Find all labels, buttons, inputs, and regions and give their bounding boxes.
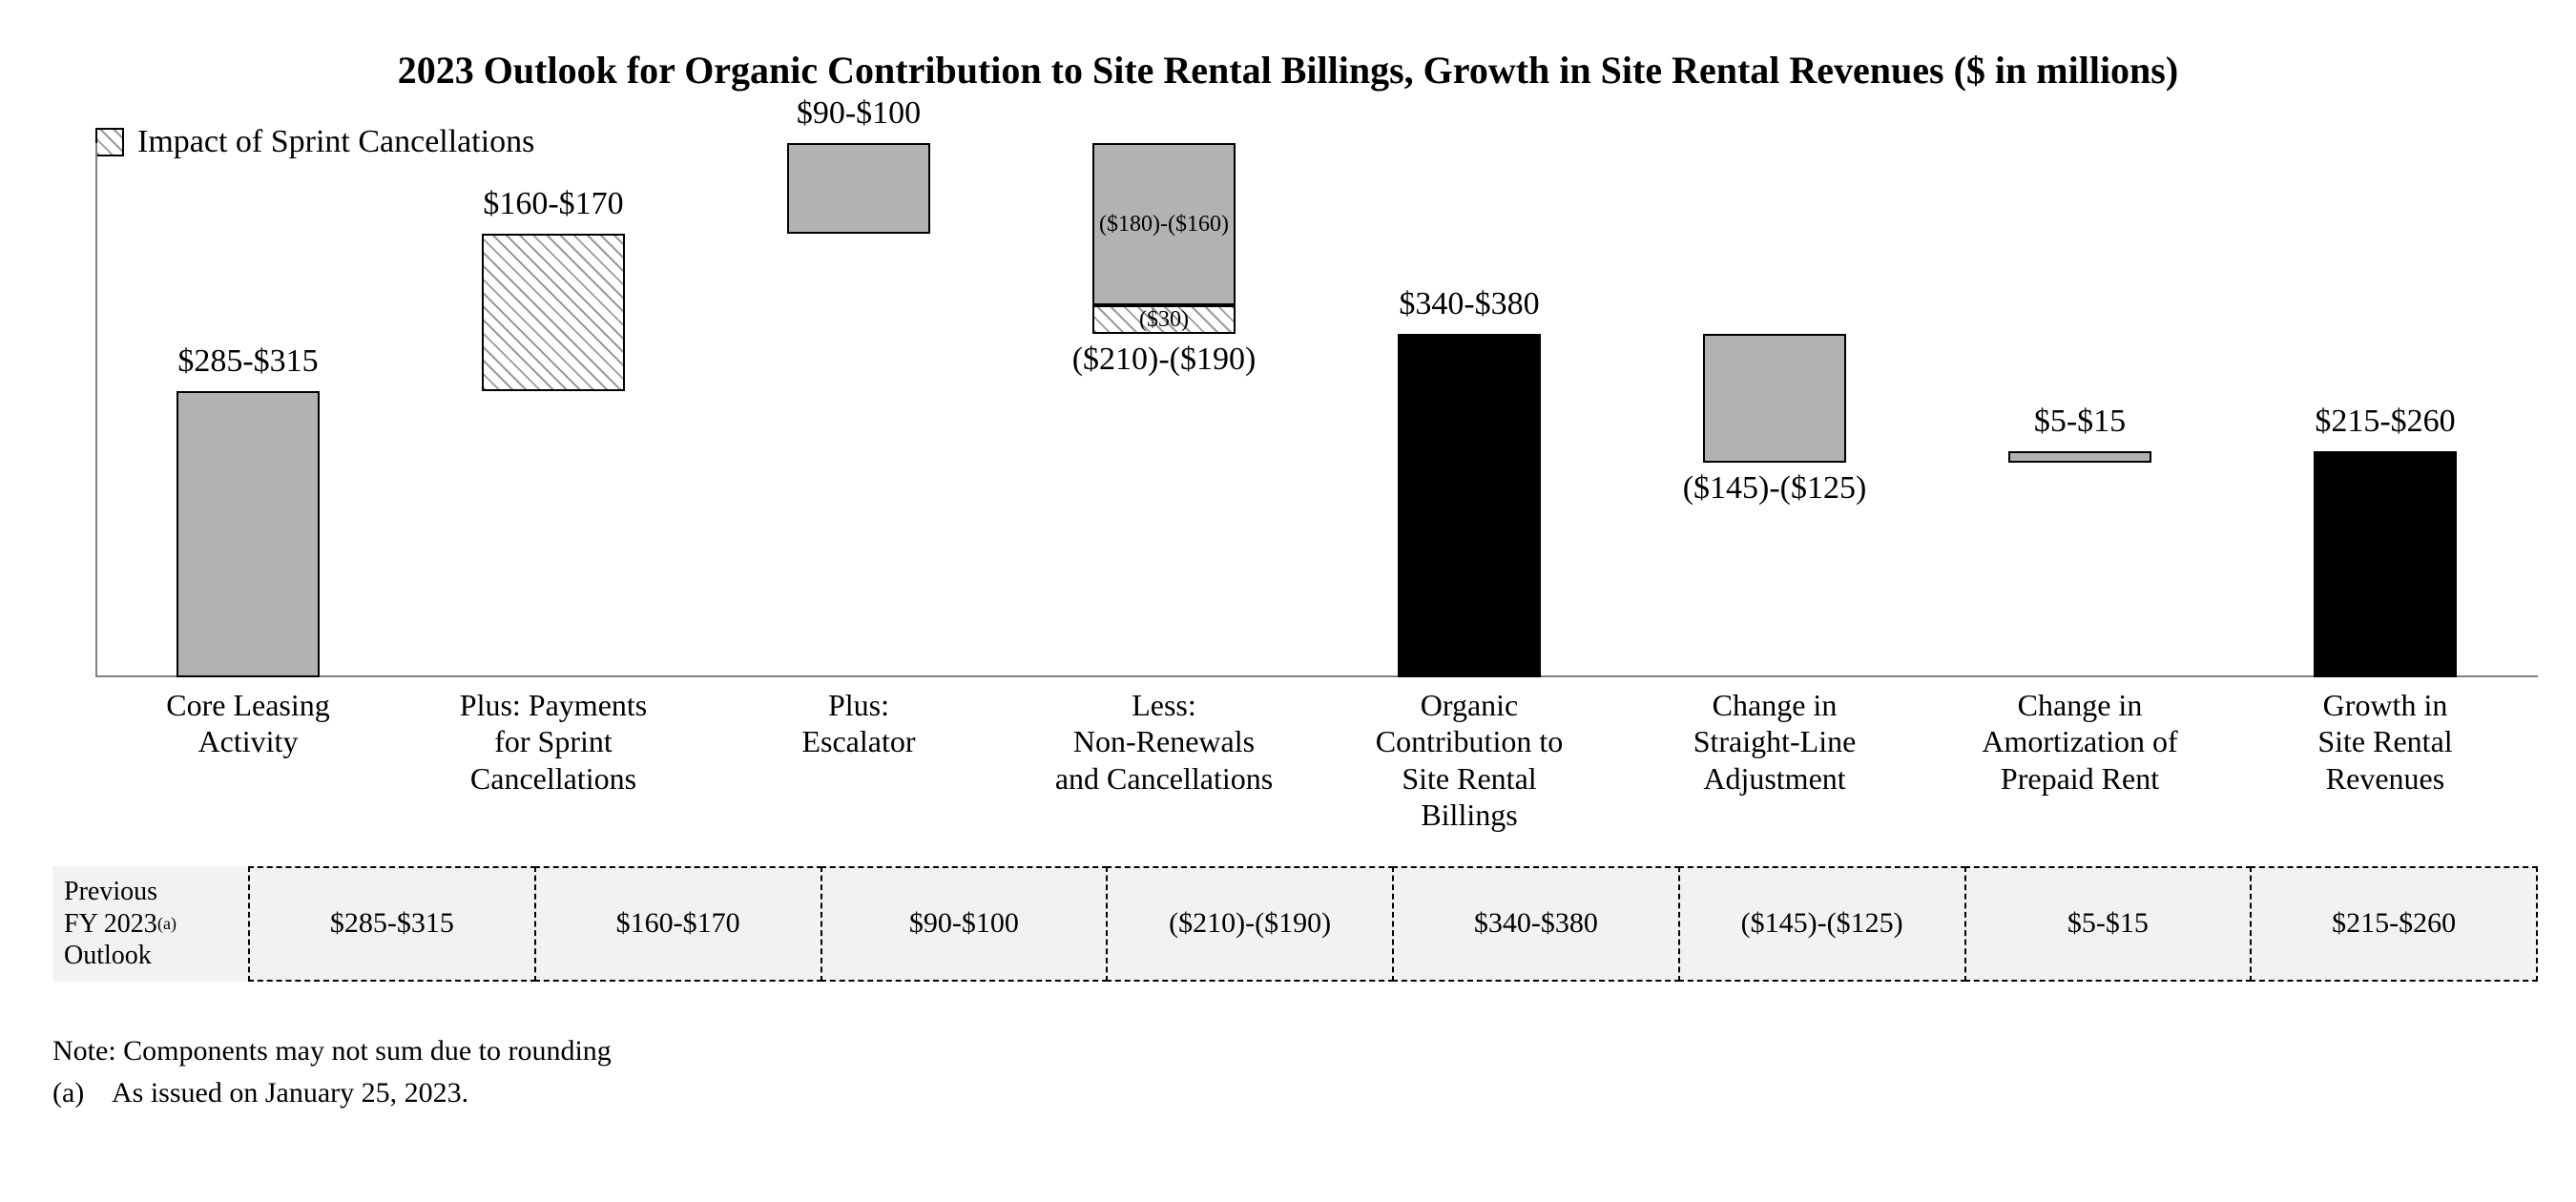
footnote-a-tag: (a) (52, 1072, 93, 1114)
waterfall-chart: $285-$315$160-$170$90-$100($180)-($160)(… (95, 143, 2538, 677)
chart-column: $215-$260 (2233, 143, 2538, 677)
bar-segment: ($30) (1092, 305, 1236, 334)
chart-column: $90-$100 (706, 143, 1011, 677)
table-cell: $215-$260 (2250, 866, 2538, 982)
previous-outlook-row: PreviousFY 2023Outlook(a) $285-$315$160-… (52, 866, 2538, 982)
bar-segment (482, 234, 625, 391)
row-cells: $285-$315$160-$170$90-$100($210)-($190)$… (248, 866, 2538, 982)
footnote-a: (a) As issued on January 25, 2023. (52, 1072, 612, 1114)
category-labels: Core LeasingActivityPlus: Paymentsfor Sp… (95, 687, 2538, 834)
bar-value-label: $215-$260 (2315, 404, 2455, 440)
table-cell: ($145)-($125) (1678, 866, 1966, 982)
row-header: PreviousFY 2023Outlook(a) (52, 866, 248, 982)
table-cell: $285-$315 (248, 866, 536, 982)
category-label: Change inAmortization ofPrepaid Rent (1927, 687, 2233, 834)
chart-column: ($180)-($160)($30) ($210)-($190) (1011, 143, 1317, 677)
chart-column: $340-$380 (1317, 143, 1622, 677)
table-cell: ($210)-($190) (1106, 866, 1394, 982)
bar-segment: ($180)-($160) (1092, 143, 1236, 305)
bar-segment (787, 143, 930, 234)
table-cell: $5-$15 (1964, 866, 2253, 982)
table-cell: $90-$100 (821, 866, 1109, 982)
bar-value-label: $5-$15 (2034, 404, 2126, 440)
category-label: OrganicContribution toSite RentalBilling… (1317, 687, 1622, 834)
category-label: Less:Non-Renewalsand Cancellations (1011, 687, 1317, 834)
chart-column: $160-$170 (401, 143, 706, 677)
bar-value-label: ($145)-($125) (1683, 470, 1867, 507)
plot-area: $285-$315$160-$170$90-$100($180)-($160)(… (95, 143, 2538, 677)
category-label: Plus: Paymentsfor SprintCancellations (401, 687, 706, 834)
bar-segment (2008, 451, 2151, 463)
bar-value-label: $340-$380 (1399, 286, 1539, 322)
category-label: Growth inSite RentalRevenues (2233, 687, 2538, 834)
category-label: Change inStraight-LineAdjustment (1622, 687, 1927, 834)
footnote-note: Note: Components may not sum due to roun… (52, 1030, 612, 1072)
table-cell: $340-$380 (1392, 866, 1680, 982)
category-label: Core LeasingActivity (95, 687, 401, 834)
bar-value-label: ($210)-($190) (1072, 342, 1257, 378)
bar-value-label: $90-$100 (797, 95, 921, 132)
page: 2023 Outlook for Organic Contribution to… (0, 0, 2576, 1202)
footnote-a-text: As issued on January 25, 2023. (112, 1072, 468, 1114)
bar-segment (177, 391, 320, 677)
table-cell: $160-$170 (534, 866, 822, 982)
page-title: 2023 Outlook for Organic Contribution to… (57, 48, 2519, 93)
bar-value-label: $285-$315 (177, 343, 318, 380)
bar-segment (1398, 334, 1541, 677)
bar-segment (1703, 334, 1846, 463)
footnotes: Note: Components may not sum due to roun… (52, 1030, 612, 1113)
category-label: Plus:Escalator (706, 687, 1011, 834)
bar-value-label: $160-$170 (483, 186, 623, 222)
chart-column: $5-$15 (1927, 143, 2233, 677)
chart-column: $285-$315 (95, 143, 401, 677)
bar-segment (2314, 451, 2457, 677)
chart-column: ($145)-($125) (1622, 143, 1927, 677)
